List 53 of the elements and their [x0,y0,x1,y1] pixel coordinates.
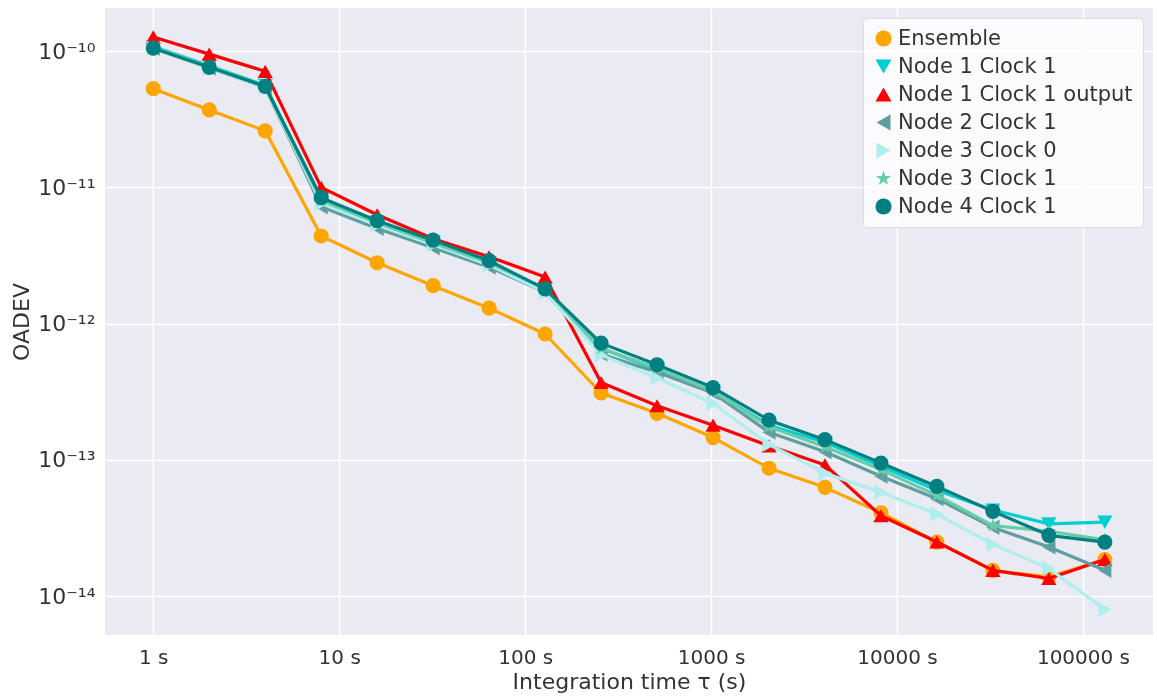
point [874,484,888,500]
point [593,375,609,390]
point [1097,515,1113,529]
point [1042,560,1056,577]
x-tick-label: 1000 s [677,644,746,669]
point [313,228,329,244]
x-tick-label: 1 s [139,644,169,669]
point [257,64,273,78]
x-tick-label: 100000 s [1036,644,1131,669]
y-tick-label: 10⁻¹² [38,311,96,337]
point [201,102,217,118]
point [818,465,832,481]
point [930,506,944,522]
point [369,255,385,271]
point [706,395,720,411]
point [873,455,889,471]
legend-label: Node 2 Clock 1 [898,109,1057,134]
point [705,418,721,432]
x-axis-title: Integration time τ (s) [512,668,747,694]
point [1041,527,1057,543]
y-tick-label: 10⁻¹⁰ [38,38,96,64]
point [817,479,833,495]
point [425,278,441,294]
x-tick-label: 100 s [498,644,554,669]
point [929,478,945,494]
point [1097,534,1113,550]
point [649,399,665,413]
y-tick-label: 10⁻¹¹ [38,174,96,200]
point [1098,601,1112,618]
legend-label: Node 3 Clock 1 [898,165,1057,190]
point [761,412,777,428]
y-tick-label: 10⁻¹⁴ [38,583,96,609]
point [986,536,1000,553]
legend-label: Node 1 Clock 1 output [898,81,1133,106]
legend-label: Node 4 Clock 1 [898,193,1057,218]
point [1042,539,1056,555]
point [145,81,161,97]
x-tick-label: 10000 s [857,644,938,669]
point [201,47,217,61]
point [1098,562,1112,578]
legend-label: Node 1 Clock 1 [898,53,1057,78]
point [705,430,721,446]
y-tick-label: 10⁻¹³ [38,447,96,473]
legend-label: Node 3 Clock 0 [898,137,1057,162]
point [761,460,777,476]
y-axis-title: OADEV [9,283,35,361]
point [481,300,497,316]
x-tick-label: 10 s [318,644,361,669]
point [705,379,721,396]
legend-label: Ensemble [898,25,1001,50]
point [257,123,273,139]
point [873,509,889,523]
point [537,326,553,342]
